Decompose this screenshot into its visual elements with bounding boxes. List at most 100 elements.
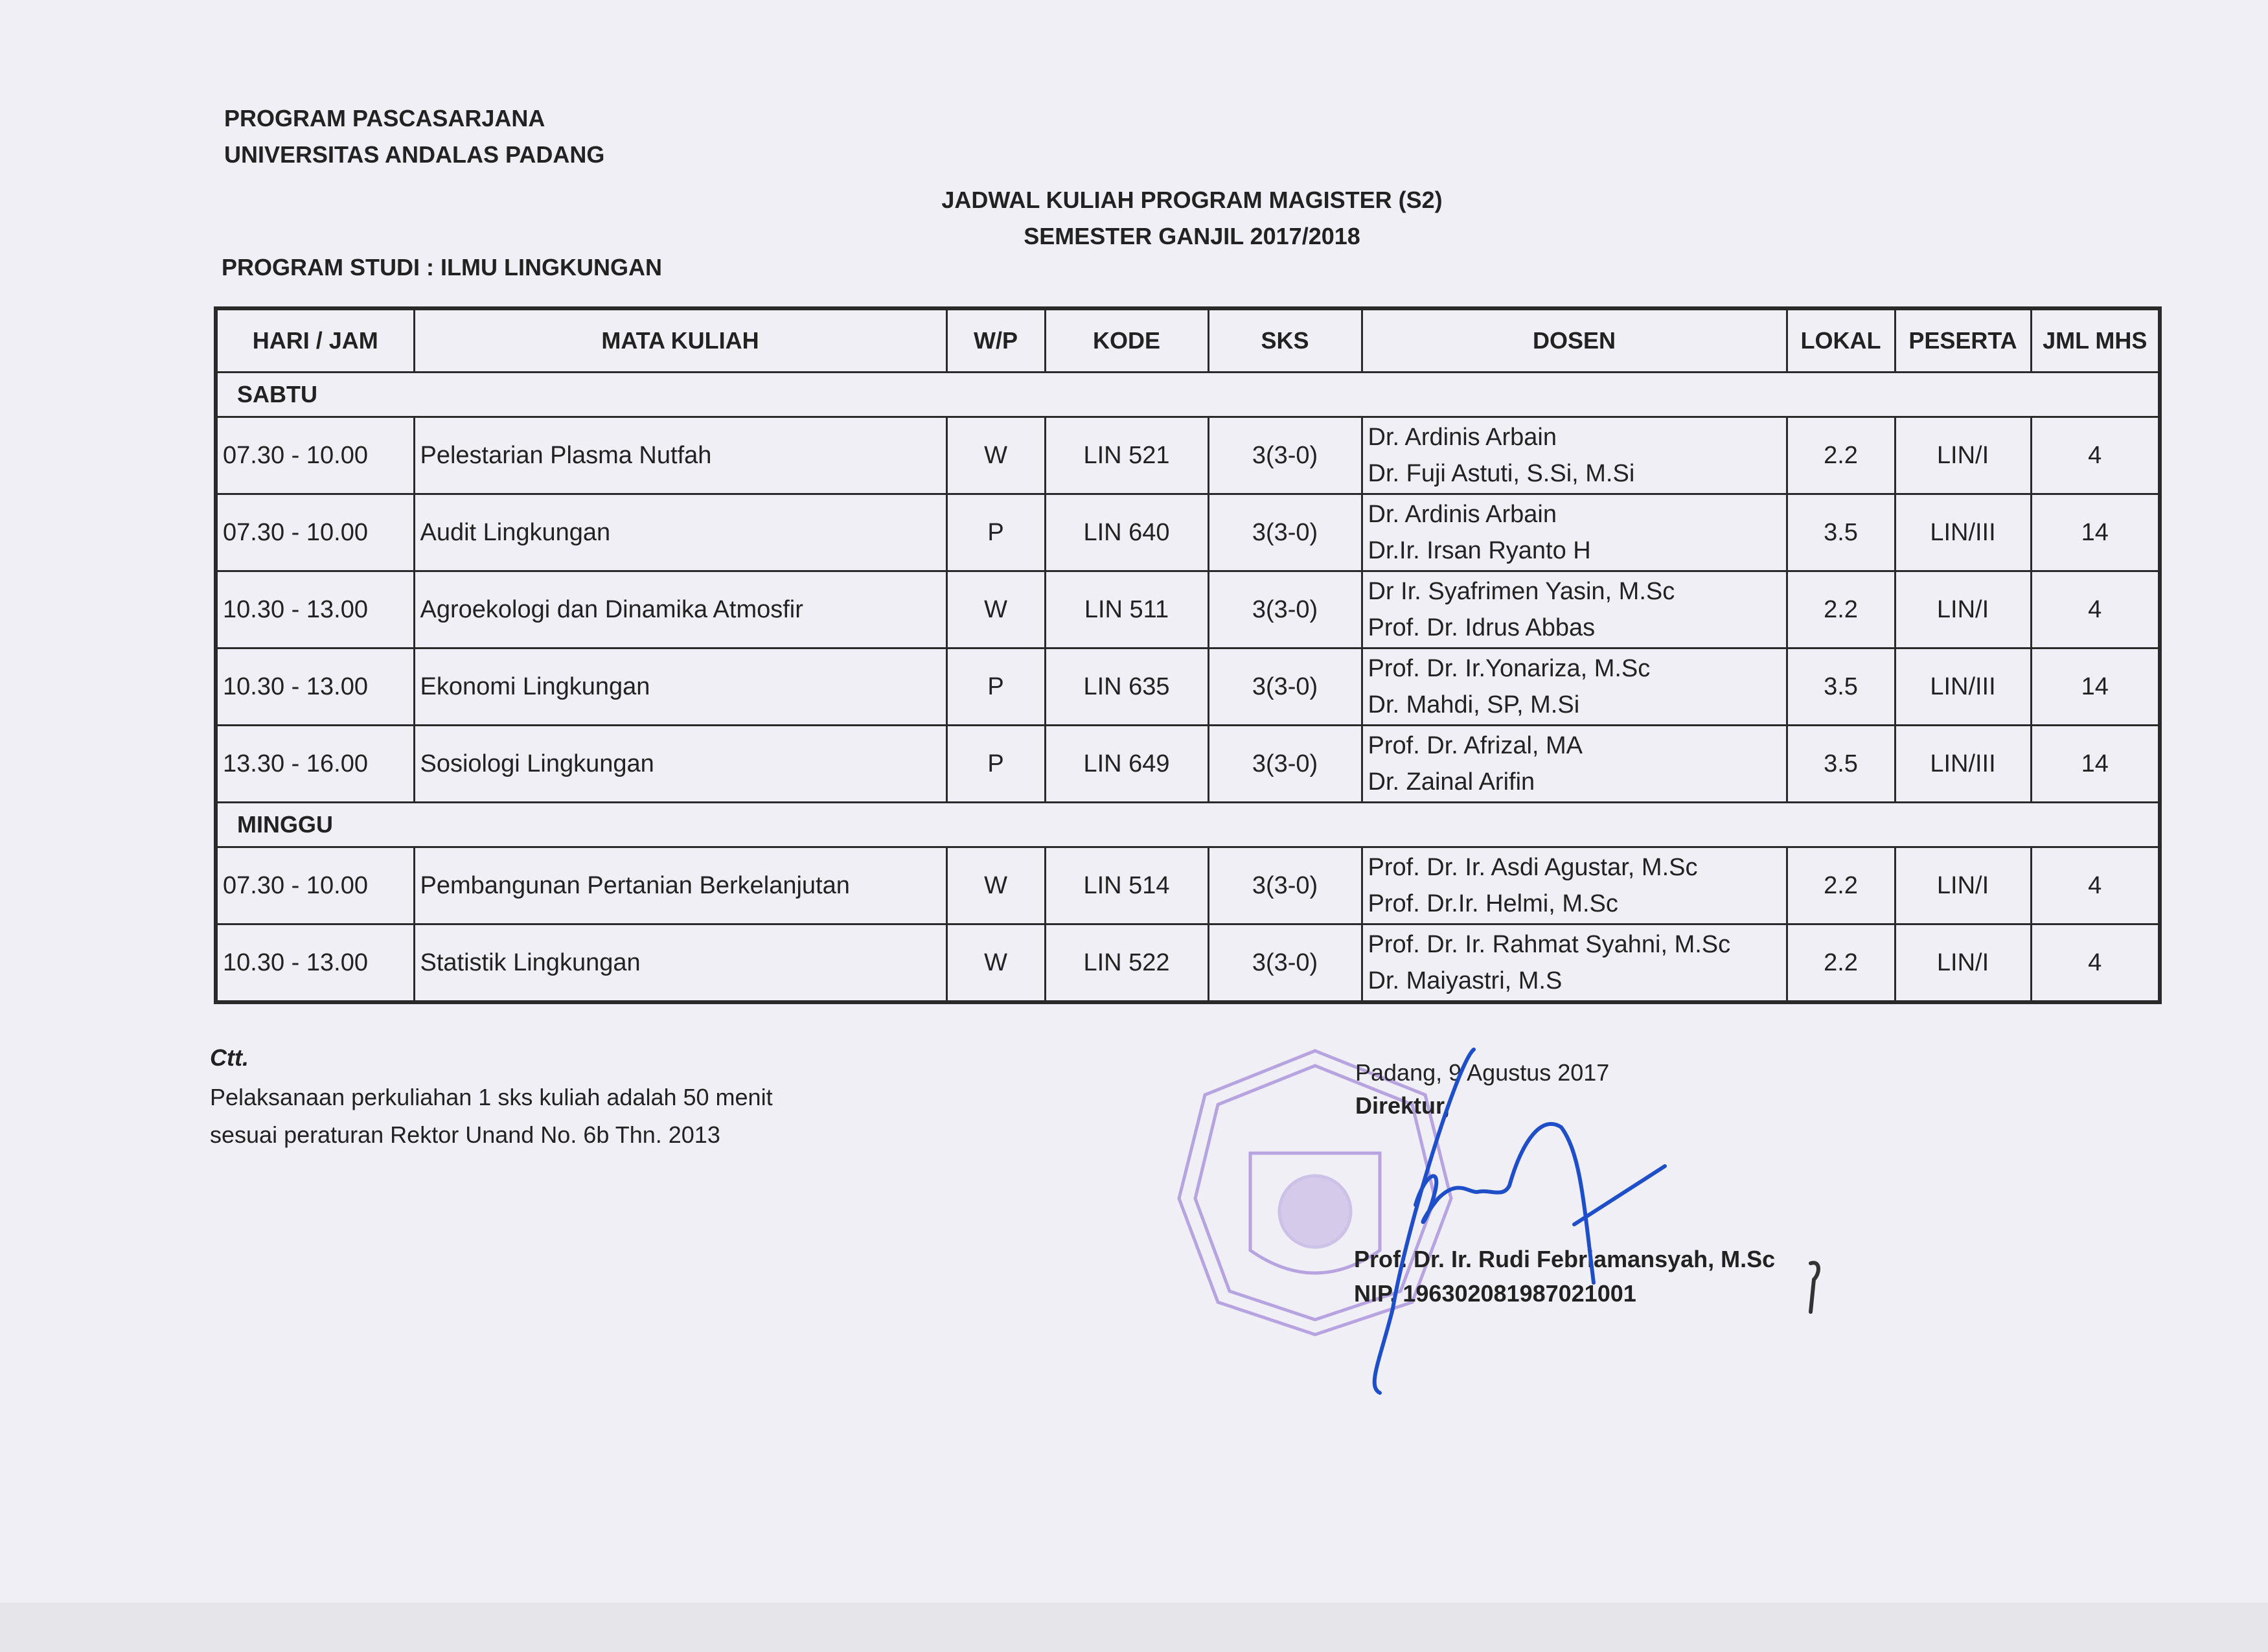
cell-kode: LIN 640 [1044, 493, 1209, 572]
cell-jam: 13.30 - 16.00 [214, 724, 415, 803]
col-dosen: DOSEN [1360, 307, 1788, 373]
cell-lokal: 2.2 [1785, 416, 1896, 495]
signatory-nip: NIP. 196302081987021001 [1354, 1280, 1636, 1307]
cell-mata-kuliah: Audit Lingkungan [413, 493, 948, 572]
table-row: 07.30 - 10.00 Audit Lingkungan P LIN 640 3(3… [214, 493, 2161, 572]
cell-lokal: 3.5 [1785, 724, 1896, 803]
cell-dosen: Prof. Dr. Ir. Rahmat Syahni, M.Sc Dr. Mai… [1360, 923, 1788, 1004]
cell-mata-kuliah: Ekonomi Lingkungan [413, 647, 948, 726]
document-subtitle: SEMESTER GANJIL 2017/2018 [1024, 223, 1360, 249]
dosen-name: Dr. Maiyastri, M.S [1368, 967, 1563, 994]
dosen-name: Prof. Dr. Afrizal, MA [1368, 732, 1583, 759]
cell-jml-mhs: 4 [2030, 570, 2161, 649]
cell-dosen: Dr Ir. Syafrimen Yasin, M.Sc Prof. Dr. Id… [1360, 570, 1788, 649]
cell-jml-mhs: 4 [2030, 923, 2161, 1004]
day-label: SABTU [214, 371, 2161, 418]
table-row: 10.30 - 13.00 Statistik Lingkungan W LIN 52… [214, 923, 2161, 1004]
cell-peserta: LIN/III [1894, 647, 2032, 726]
cell-mata-kuliah: Agroekologi dan Dinamika Atmosfir [413, 570, 948, 649]
cell-jml-mhs: 14 [2030, 647, 2161, 726]
notes-line-1: Pelaksanaan perkuliahan 1 sks kuliah ada… [210, 1084, 773, 1110]
table-row: 10.30 - 13.00 Agroekologi dan Dinamika At… [214, 570, 2161, 649]
cell-wp: W [945, 846, 1046, 925]
cell-jml-mhs: 14 [2030, 493, 2161, 572]
cell-dosen: Prof. Dr. Ir.Yonariza, M.Sc Dr. Mahdi, SP… [1360, 647, 1788, 726]
cell-mata-kuliah: Statistik Lingkungan [413, 923, 948, 1004]
col-hari-jam: HARI / JAM [214, 307, 415, 373]
table-row: 13.30 - 16.00 Sosiologi Lingkungan P LIN 64… [214, 724, 2161, 803]
cell-peserta: LIN/I [1894, 923, 2032, 1004]
cell-peserta: LIN/III [1894, 724, 2032, 803]
day-row: SABTU [214, 371, 2161, 418]
cell-kode: LIN 521 [1044, 416, 1209, 495]
cell-mata-kuliah: Pembangunan Pertanian Berkelanjutan [413, 846, 948, 925]
cell-wp: P [945, 724, 1046, 803]
cell-jam: 07.30 - 10.00 [214, 846, 415, 925]
document-title: JADWAL KULIAH PROGRAM MAGISTER (S2) [941, 187, 1443, 213]
cell-peserta: LIN/III [1894, 493, 2032, 572]
col-mata-kuliah: MATA KULIAH [413, 307, 948, 373]
dosen-name: Dr Ir. Syafrimen Yasin, M.Sc [1368, 578, 1675, 605]
cell-lokal: 2.2 [1785, 923, 1896, 1004]
cell-wp: W [945, 416, 1046, 495]
cell-wp: P [945, 647, 1046, 726]
schedule-table: HARI / JAM MATA KULIAH W/P KODE SKS DOSE… [214, 306, 2162, 1004]
dosen-name: Prof. Dr. Ir. Asdi Agustar, M.Sc [1368, 854, 1698, 881]
dosen-name: Dr. Ardinis Arbain [1368, 424, 1557, 451]
cell-sks: 3(3-0) [1207, 724, 1363, 803]
cell-lokal: 3.5 [1785, 493, 1896, 572]
cell-dosen: Prof. Dr. Ir. Asdi Agustar, M.Sc Prof. Dr… [1360, 846, 1788, 925]
signature-role: Direktur, [1355, 1092, 1450, 1119]
col-sks: SKS [1207, 307, 1363, 373]
cell-sks: 3(3-0) [1207, 846, 1363, 925]
cell-mata-kuliah: Sosiologi Lingkungan [413, 724, 948, 803]
cell-kode: LIN 522 [1044, 923, 1209, 1004]
dosen-name: Dr. Fuji Astuti, S.Si, M.Si [1368, 460, 1635, 487]
day-label: MINGGU [214, 801, 2161, 848]
day-row: MINGGU [214, 801, 2161, 848]
cell-sks: 3(3-0) [1207, 416, 1363, 495]
col-kode: KODE [1044, 307, 1209, 373]
cell-lokal: 3.5 [1785, 647, 1896, 726]
cell-dosen: Prof. Dr. Afrizal, MA Dr. Zainal Arifin [1360, 724, 1788, 803]
cell-sks: 3(3-0) [1207, 493, 1363, 572]
notes-label: Ctt. [210, 1044, 249, 1071]
dosen-name: Prof. Dr. Idrus Abbas [1368, 614, 1596, 641]
cell-lokal: 2.2 [1785, 570, 1896, 649]
institution-line-1: PROGRAM PASCASARJANA [224, 105, 545, 132]
cell-jam: 07.30 - 10.00 [214, 493, 415, 572]
col-wp: W/P [945, 307, 1046, 373]
cell-kode: LIN 514 [1044, 846, 1209, 925]
cell-jam: 10.30 - 13.00 [214, 647, 415, 726]
cell-wp: W [945, 570, 1046, 649]
cell-wp: P [945, 493, 1046, 572]
dosen-name: Prof. Dr.Ir. Helmi, M.Sc [1368, 890, 1618, 917]
cell-jml-mhs: 4 [2030, 846, 2161, 925]
signature-place-date: Padang, 9 Agustus 2017 [1355, 1059, 1610, 1086]
table-row: 07.30 - 10.00 Pelestarian Plasma Nutfah W L… [214, 416, 2161, 495]
table-header-row: HARI / JAM MATA KULIAH W/P KODE SKS DOSE… [214, 307, 2161, 373]
dosen-name: Dr. Ardinis Arbain [1368, 501, 1557, 528]
cell-mata-kuliah: Pelestarian Plasma Nutfah [413, 416, 948, 495]
cell-sks: 3(3-0) [1207, 570, 1363, 649]
dosen-name: Prof. Dr. Ir. Rahmat Syahni, M.Sc [1368, 931, 1731, 958]
cell-jam: 10.30 - 13.00 [214, 923, 415, 1004]
cell-kode: LIN 649 [1044, 724, 1209, 803]
cell-peserta: LIN/I [1894, 416, 2032, 495]
cell-jml-mhs: 14 [2030, 724, 2161, 803]
dosen-name: Prof. Dr. Ir.Yonariza, M.Sc [1368, 655, 1651, 682]
cell-peserta: LIN/I [1894, 846, 2032, 925]
university-stamp [1177, 1049, 1453, 1337]
col-lokal: LOKAL [1785, 307, 1896, 373]
table-row: 07.30 - 10.00 Pembangunan Pertanian Berke… [214, 846, 2161, 925]
cell-lokal: 2.2 [1785, 846, 1896, 925]
cell-jam: 07.30 - 10.00 [214, 416, 415, 495]
cell-kode: LIN 511 [1044, 570, 1209, 649]
cell-dosen: Dr. Ardinis Arbain Dr.Ir. Irsan Ryanto H [1360, 493, 1788, 572]
dosen-name: Dr. Zainal Arifin [1368, 768, 1535, 796]
cell-wp: W [945, 923, 1046, 1004]
scan-bottom-edge [0, 1603, 2268, 1652]
cell-peserta: LIN/I [1894, 570, 2032, 649]
notes-line-2: sesuai peraturan Rektor Unand No. 6b Thn… [210, 1121, 720, 1148]
cell-sks: 3(3-0) [1207, 647, 1363, 726]
